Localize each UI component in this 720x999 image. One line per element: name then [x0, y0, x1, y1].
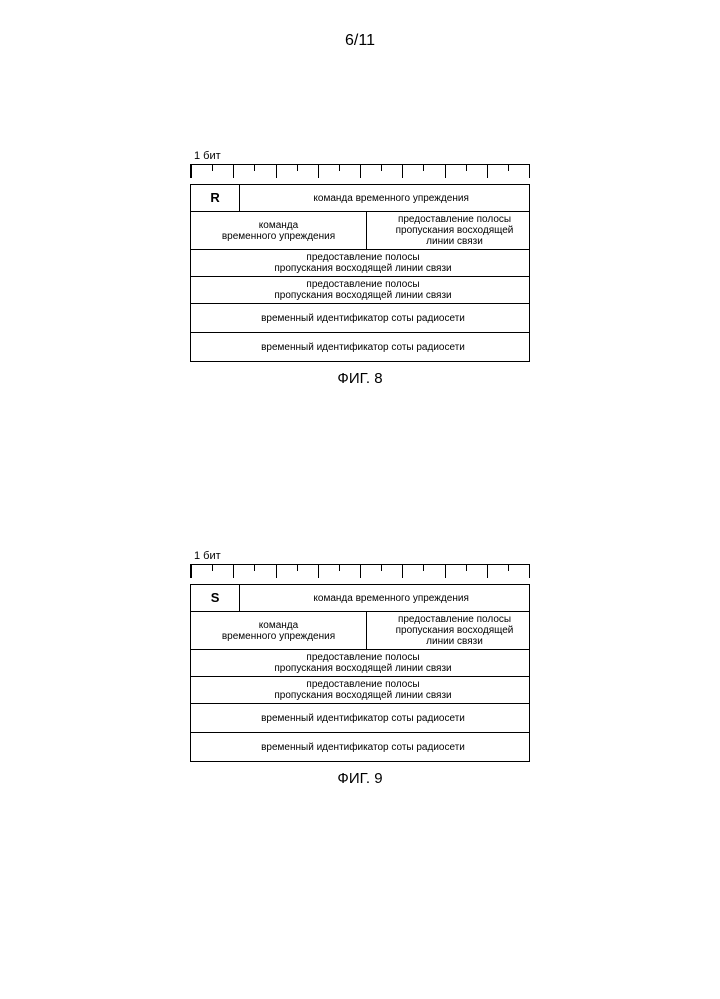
- figure: 1 бит Rкоманда временного упреждениякоман…: [190, 150, 530, 387]
- field-cell: предоставление полосыпропускания восходя…: [191, 650, 535, 676]
- payload-table: Rкоманда временного упреждениякомандавре…: [190, 184, 530, 362]
- table-row: предоставление полосыпропускания восходя…: [191, 650, 529, 677]
- table-row: командавременного упрежденияпредоставлен…: [191, 612, 529, 650]
- table-row: временный идентификатор соты радиосети: [191, 333, 529, 361]
- figure-caption: ФИГ. 9: [190, 770, 530, 787]
- table-row: Sкоманда временного упреждения: [191, 585, 529, 612]
- page-number: 6/11: [0, 32, 720, 50]
- field-cell: командавременного упреждения: [191, 212, 366, 249]
- field-cell: предоставление полосыпропускания восходя…: [366, 212, 542, 249]
- field-cell: временный идентификатор соты радиосети: [191, 304, 535, 332]
- field-cell: предоставление полосыпропускания восходя…: [366, 612, 542, 649]
- figure-caption: ФИГ. 8: [190, 370, 530, 387]
- field-cell: командавременного упреждения: [191, 612, 366, 649]
- figure: 1 бит Sкоманда временного упреждениякоман…: [190, 550, 530, 787]
- field-cell: команда временного упреждения: [239, 585, 542, 611]
- table-row: временный идентификатор соты радиосети: [191, 304, 529, 333]
- table-row: предоставление полосыпропускания восходя…: [191, 277, 529, 304]
- flag-cell: S: [191, 585, 239, 611]
- bit-label: 1 бит: [194, 150, 530, 162]
- field-cell: предоставление полосыпропускания восходя…: [191, 677, 535, 703]
- bit-label: 1 бит: [194, 550, 530, 562]
- field-cell: предоставление полосыпропускания восходя…: [191, 277, 535, 303]
- bit-ruler: [190, 564, 530, 578]
- table-row: временный идентификатор соты радиосети: [191, 704, 529, 733]
- table-row: Rкоманда временного упреждения: [191, 185, 529, 212]
- field-cell: временный идентификатор соты радиосети: [191, 704, 535, 732]
- field-cell: команда временного упреждения: [239, 185, 542, 211]
- field-cell: временный идентификатор соты радиосети: [191, 733, 535, 761]
- payload-table: Sкоманда временного упреждениякомандавре…: [190, 584, 530, 762]
- table-row: предоставление полосыпропускания восходя…: [191, 250, 529, 277]
- field-cell: временный идентификатор соты радиосети: [191, 333, 535, 361]
- table-row: командавременного упрежденияпредоставлен…: [191, 212, 529, 250]
- field-cell: предоставление полосыпропускания восходя…: [191, 250, 535, 276]
- bit-ruler: [190, 164, 530, 178]
- table-row: временный идентификатор соты радиосети: [191, 733, 529, 761]
- table-row: предоставление полосыпропускания восходя…: [191, 677, 529, 704]
- flag-cell: R: [191, 185, 239, 211]
